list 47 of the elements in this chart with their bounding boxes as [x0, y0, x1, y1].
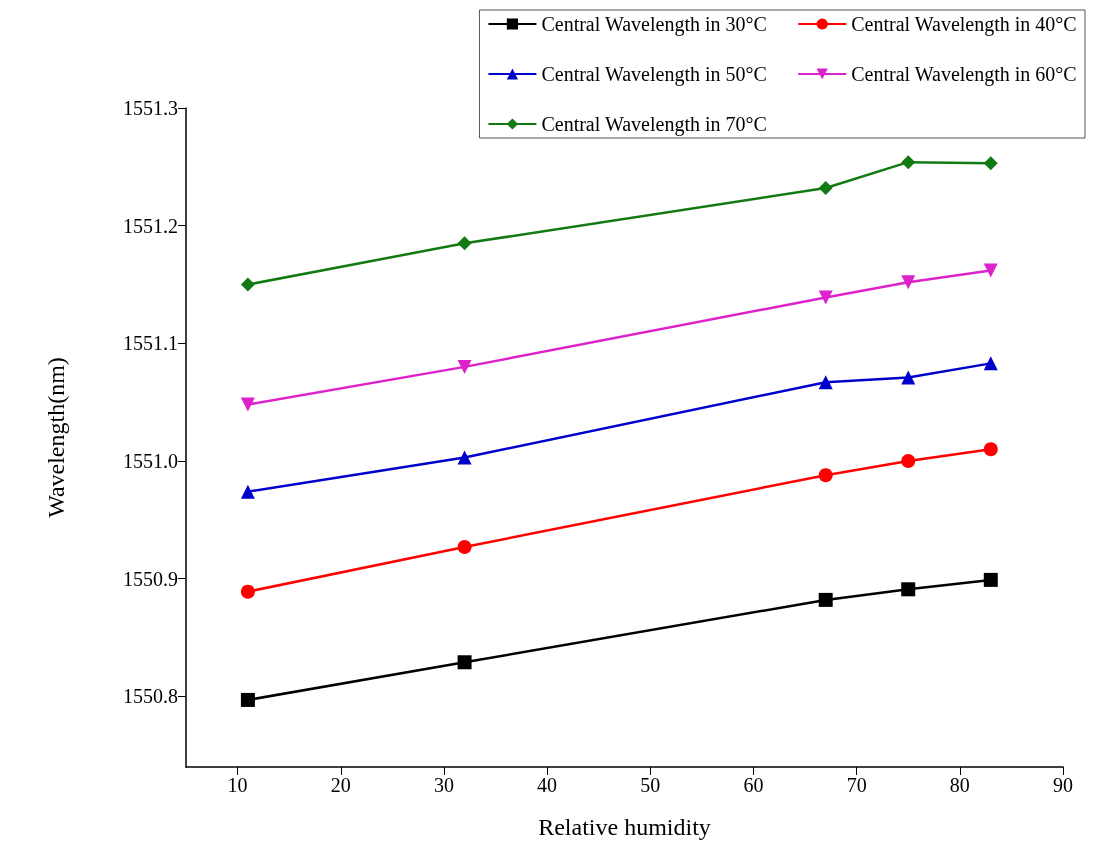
point: [983, 356, 998, 371]
point: [457, 236, 472, 251]
y-tick-label: 1550.8: [123, 685, 178, 708]
point: [901, 454, 916, 469]
point: [983, 442, 998, 457]
point: [818, 468, 833, 483]
point: [240, 484, 255, 499]
legend-label: Central Wavelength in 60°C: [851, 63, 1077, 86]
point: [457, 655, 472, 670]
point: [818, 290, 833, 305]
legend-label: Central Wavelength in 70°C: [541, 113, 767, 136]
point: [240, 584, 255, 599]
x-axis-title: Relative humidity: [538, 814, 711, 840]
point: [457, 450, 472, 465]
x-tick-label: 10: [227, 774, 248, 796]
y-tick-label: 1551.2: [123, 214, 178, 237]
y-tick-label: 1550.9: [123, 567, 178, 590]
x-tick-label: 80: [949, 774, 970, 796]
x-tick-label: 50: [640, 774, 661, 796]
y-tick-label: 1551.0: [123, 450, 178, 473]
point: [240, 277, 255, 292]
y-axis-title: Wavelength(nm): [43, 357, 69, 518]
point: [240, 692, 255, 707]
legend-label: Central Wavelength in 50°C: [541, 63, 767, 86]
point: [240, 397, 255, 412]
point: [457, 359, 472, 374]
x-tick-label: 60: [743, 774, 764, 796]
y-tick-label: 1551.3: [123, 97, 178, 119]
point: [901, 155, 916, 170]
point: [901, 275, 916, 290]
point: [818, 592, 833, 607]
x-tick-label: 20: [330, 774, 351, 796]
point: [818, 181, 833, 196]
point: [983, 156, 998, 171]
point: [818, 375, 833, 390]
point: [901, 582, 916, 597]
x-tick-label: 40: [537, 774, 558, 796]
point: [901, 370, 916, 385]
point: [457, 539, 472, 554]
legend-label: Central Wavelength in 30°C: [541, 13, 767, 36]
x-tick-label: 70: [846, 774, 867, 796]
x-tick-label: 30: [433, 774, 454, 796]
point: [983, 263, 998, 278]
point: [983, 572, 998, 587]
x-tick-label: 90: [1053, 774, 1073, 796]
y-tick-label: 1551.1: [123, 332, 178, 355]
legend-label: Central Wavelength in 40°C: [851, 13, 1077, 36]
